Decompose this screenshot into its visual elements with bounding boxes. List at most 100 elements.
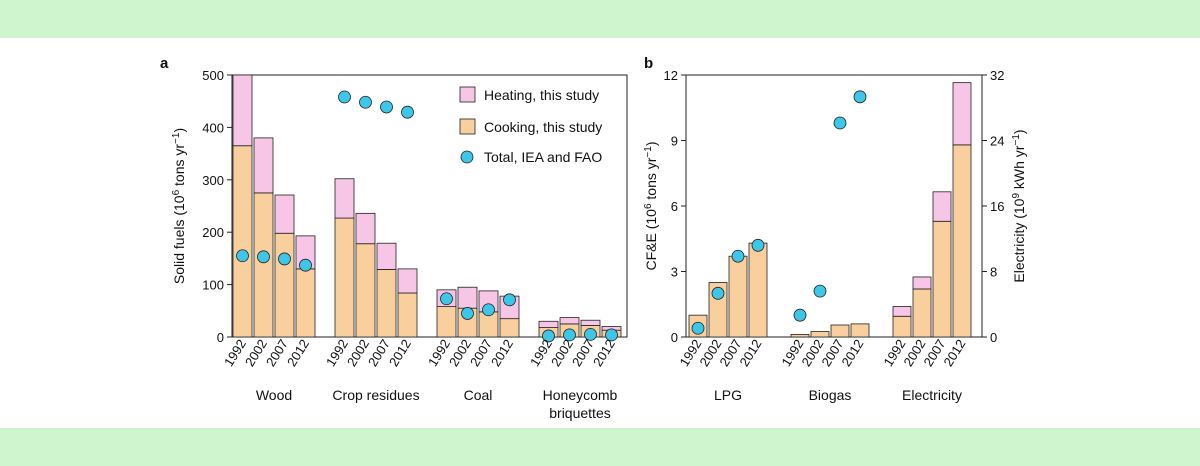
bar-cooking bbox=[499, 318, 520, 338]
point-total bbox=[278, 252, 291, 266]
group-label: LPG bbox=[714, 387, 742, 403]
bar-cooking bbox=[748, 242, 768, 338]
x-year-label: 2002 bbox=[446, 337, 474, 369]
panel-b-x-labels: 1992200220072012LPG1992200220072012Bioga… bbox=[676, 337, 968, 403]
point-total bbox=[691, 321, 705, 335]
panel-b-ytick-label: 9 bbox=[671, 134, 678, 149]
point-total bbox=[503, 293, 516, 307]
point-total bbox=[461, 307, 474, 320]
group-label: Wood bbox=[256, 387, 292, 403]
point-total bbox=[711, 286, 725, 300]
legend-cooking-label: Cooking, this study bbox=[484, 119, 602, 135]
x-year-label: 1992 bbox=[323, 337, 351, 369]
group-label: Crop residues bbox=[332, 387, 419, 403]
panel-a-ytick-label: 0 bbox=[217, 330, 224, 345]
x-year-label: 2012 bbox=[284, 337, 312, 369]
point-total bbox=[482, 303, 495, 317]
x-year-label: 1992 bbox=[425, 337, 453, 369]
panel-b-ytick-label: 3 bbox=[671, 265, 678, 280]
bar-cooking bbox=[355, 243, 376, 338]
panel-a-x-labels: 1992200220072012Wood1992200220072012Crop… bbox=[221, 337, 618, 421]
panel-b-y-axis: 0 3 6 9 12 bbox=[664, 68, 686, 345]
bar-cooking bbox=[334, 217, 355, 338]
bar-cooking bbox=[830, 324, 850, 338]
bar-heating bbox=[892, 306, 912, 317]
bar-heating bbox=[952, 82, 972, 146]
panel-b-ytick-label: 6 bbox=[671, 199, 678, 214]
bar-heating bbox=[538, 320, 559, 328]
panel-b-ytick-label: 12 bbox=[664, 68, 678, 83]
panel-b-y2-axis: 0 8 16 24 32 bbox=[982, 68, 1004, 345]
point-total bbox=[584, 327, 597, 341]
point-total bbox=[359, 95, 372, 109]
bar-cooking bbox=[932, 220, 952, 338]
panel-a-ylabel: Solid fuels (106 tons yr−1) bbox=[171, 128, 187, 284]
panel-b-y2label: Electricity (109 kWh yr−1) bbox=[1011, 129, 1027, 282]
panel-b-y2tick-label: 16 bbox=[990, 199, 1004, 214]
panel-b-y2tick-label: 32 bbox=[990, 68, 1004, 83]
panel-b-ytick-label: 0 bbox=[671, 330, 678, 345]
bar-cooking bbox=[436, 306, 457, 338]
bar-heating bbox=[232, 74, 253, 147]
legend-total-marker bbox=[460, 150, 474, 164]
point-total bbox=[542, 329, 555, 343]
x-year-label: 2002 bbox=[242, 337, 270, 369]
x-year-label: 2012 bbox=[838, 337, 866, 369]
point-total bbox=[813, 284, 827, 298]
group-label: Biogas bbox=[809, 387, 852, 403]
bar-cooking bbox=[274, 232, 295, 338]
panel-a-ytick-label: 400 bbox=[202, 120, 224, 135]
bar-heating bbox=[932, 191, 952, 222]
panel-a: a Solid fuels (106 tons yr−1) 0 100 200 300… bbox=[160, 55, 628, 421]
group-label: Honeycomb briquettes bbox=[543, 387, 618, 421]
bar-cooking bbox=[892, 315, 912, 338]
x-year-label: 2012 bbox=[590, 337, 618, 369]
bar-cooking bbox=[376, 269, 397, 338]
legend: Heating, this study Cooking, this study … bbox=[459, 86, 602, 165]
panel-a-points bbox=[236, 90, 618, 343]
point-total bbox=[793, 308, 807, 322]
x-year-label: 2007 bbox=[467, 337, 495, 369]
point-total bbox=[299, 258, 312, 272]
panel-b-points bbox=[691, 90, 867, 335]
x-year-label: 2012 bbox=[488, 337, 516, 369]
point-total bbox=[605, 328, 618, 342]
x-year-label: 2012 bbox=[386, 337, 414, 369]
bar-cooking bbox=[790, 333, 810, 338]
top-band bbox=[0, 0, 1200, 38]
x-year-label: 2002 bbox=[548, 337, 576, 369]
point-total bbox=[338, 90, 351, 104]
bar-cooking bbox=[952, 144, 972, 338]
panel-a-ytick-label: 100 bbox=[202, 278, 224, 293]
bar-cooking bbox=[850, 323, 870, 338]
panel-b-ylabel: CF&E (106 tons yr−1) bbox=[643, 141, 659, 270]
bar-heating bbox=[559, 317, 580, 325]
point-total bbox=[440, 292, 453, 306]
panel-a-ytick-label: 200 bbox=[202, 225, 224, 240]
bar-heating bbox=[334, 178, 355, 219]
bottom-band bbox=[0, 428, 1200, 466]
bar-cooking bbox=[397, 292, 418, 338]
panel-b-letter: b bbox=[644, 55, 653, 72]
x-year-label: 2012 bbox=[736, 337, 764, 369]
bar-heating bbox=[457, 286, 478, 309]
bar-heating bbox=[397, 268, 418, 294]
legend-total-label: Total, IEA and FAO bbox=[484, 149, 602, 165]
panel-b-bars bbox=[688, 82, 972, 338]
bar-heating bbox=[376, 242, 397, 270]
bar-cooking bbox=[295, 268, 316, 338]
point-total bbox=[257, 250, 270, 264]
x-year-label: 2007 bbox=[263, 337, 291, 369]
bar-cooking bbox=[232, 145, 253, 338]
legend-heating-swatch bbox=[459, 86, 476, 103]
point-total bbox=[731, 249, 745, 263]
legend-heating-label: Heating, this study bbox=[484, 87, 599, 103]
point-total bbox=[833, 116, 847, 130]
group-label: Coal bbox=[464, 387, 493, 403]
bar-heating bbox=[253, 137, 274, 194]
point-total bbox=[853, 90, 867, 104]
panel-b-y2tick-label: 24 bbox=[990, 134, 1004, 149]
bar-cooking bbox=[728, 255, 748, 338]
point-total bbox=[563, 328, 576, 342]
